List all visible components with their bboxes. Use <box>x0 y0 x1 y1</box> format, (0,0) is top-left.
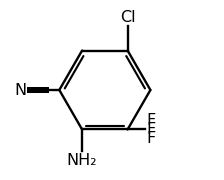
Text: F: F <box>146 113 156 128</box>
Text: NH₂: NH₂ <box>67 153 97 168</box>
Text: F: F <box>146 122 156 137</box>
Text: F: F <box>146 131 156 146</box>
Text: N: N <box>14 82 26 98</box>
Text: Cl: Cl <box>120 10 136 25</box>
